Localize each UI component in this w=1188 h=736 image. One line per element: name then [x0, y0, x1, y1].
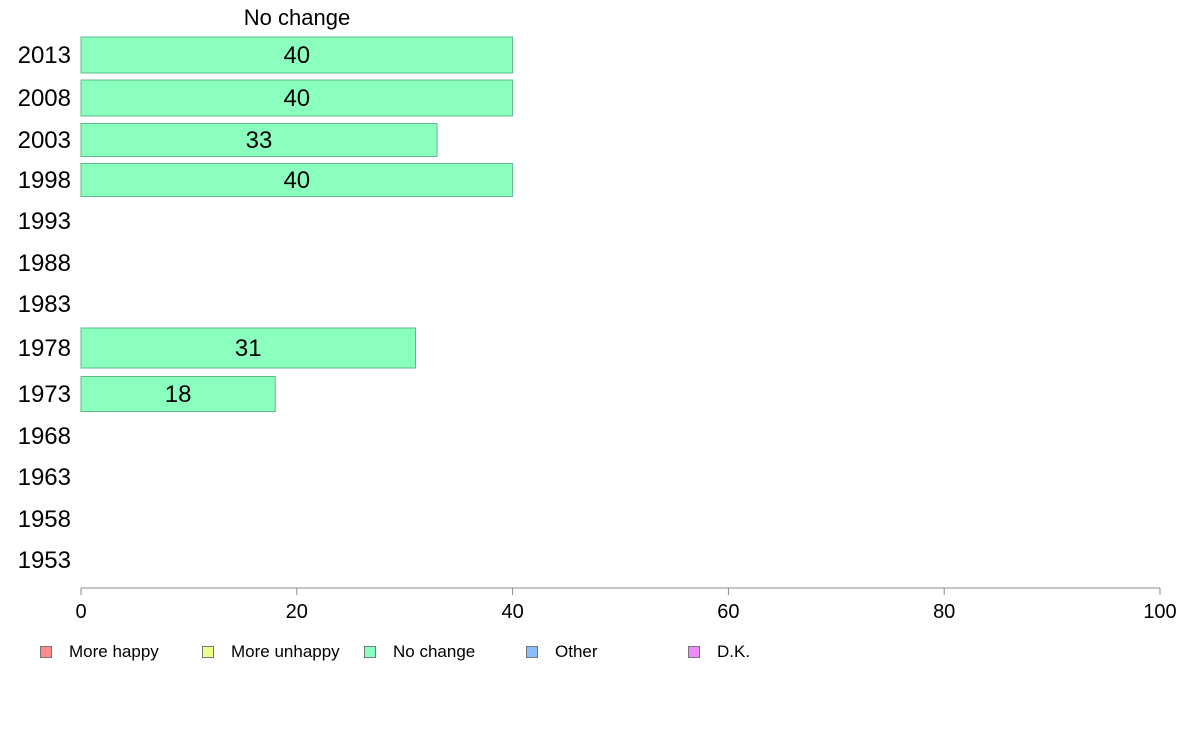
legend-swatch-no-change	[364, 646, 376, 658]
x-tick-label: 100	[1143, 601, 1176, 623]
bar-value-label: 31	[235, 335, 262, 362]
x-tick-label: 0	[75, 601, 86, 623]
x-tick-label: 40	[501, 601, 523, 623]
y-tick-label: 1998	[18, 167, 71, 194]
bar	[80, 36, 514, 74]
x-tick-label: 80	[933, 601, 955, 623]
legend-label: Other	[555, 642, 598, 661]
legend-item-more-unhappy: More unhappy	[202, 642, 364, 662]
legend-label: More happy	[69, 642, 159, 661]
bar-value-label: 40	[283, 85, 310, 112]
legend-label: D.K.	[717, 642, 751, 661]
legend-item-other: Other	[526, 642, 688, 662]
y-tick-label: 1968	[18, 423, 71, 450]
bar	[80, 123, 438, 157]
bars-layer: 40 40 33 40 31 18	[80, 36, 514, 412]
bar	[80, 79, 514, 117]
y-tick-label: 1993	[18, 208, 71, 235]
legend-swatch-more-happy	[40, 646, 52, 658]
y-tick-label: 1978	[18, 335, 71, 362]
bar	[80, 327, 416, 369]
bar	[80, 376, 276, 412]
x-tick-label: 60	[717, 601, 739, 623]
y-tick-label: 1973	[18, 381, 71, 408]
chart-title: No change	[244, 5, 350, 30]
y-tick-label: 2003	[18, 127, 71, 154]
y-tick-label: 2008	[18, 85, 71, 112]
legend-swatch-more-unhappy	[202, 646, 214, 658]
bar-value-label: 40	[283, 167, 310, 194]
legend-label: No change	[393, 642, 476, 661]
legend: More happy More unhappy No change Other …	[40, 642, 850, 662]
bar-value-label: 33	[246, 127, 273, 154]
x-tick-label: 20	[286, 601, 308, 623]
legend-label: More unhappy	[231, 642, 340, 661]
y-tick-label: 1953	[18, 547, 71, 574]
legend-item-dk: D.K.	[688, 642, 850, 662]
bar	[80, 163, 514, 197]
bar-value-label: 40	[283, 42, 310, 69]
y-tick-label: 1988	[18, 250, 71, 277]
y-axis-labels: 2013 2008 2003 1998 1993 1988 1983 1978 1973 1968…	[18, 42, 71, 574]
y-tick-label: 1963	[18, 464, 71, 491]
y-tick-label: 1958	[18, 506, 71, 533]
y-tick-label: 2013	[18, 42, 71, 69]
legend-swatch-other	[526, 646, 538, 658]
legend-item-no-change: No change	[364, 642, 526, 662]
bar-value-label: 18	[165, 381, 192, 408]
legend-swatch-dk	[688, 646, 700, 658]
x-axis: 0 20 40 60 80 100	[75, 587, 1177, 623]
y-tick-label: 1983	[18, 291, 71, 318]
legend-item-more-happy: More happy	[40, 642, 202, 662]
